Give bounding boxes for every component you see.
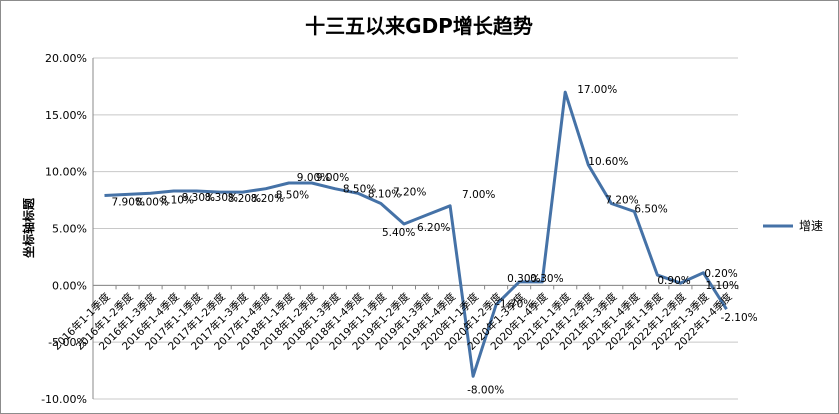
data-label: 1.10% [705,280,738,292]
data-label: 6.50% [634,203,667,215]
y-tick-label: -10.00% [41,393,87,406]
legend: 增速 [763,219,823,233]
data-label: 8.10% [161,194,194,206]
data-label: 17.00% [577,84,617,96]
data-label: 0.30% [530,273,563,285]
y-axis-title: 坐标轴标题 [21,197,36,258]
data-label: -8.00% [467,384,504,396]
data-label: 0.90% [657,275,690,287]
data-label: -2.10% [720,312,757,324]
axes [92,58,739,399]
data-label: 5.40% [382,227,415,239]
series-line-增速 [104,90,728,378]
data-label: 7.20% [393,186,426,198]
data-label: -1.70% [496,299,533,311]
data-label: 7.00% [462,189,495,201]
x-category-labels: 2016年1-1季度2016年1-2季度2016年1-3季度2016年1-4季度… [50,290,735,353]
data-label: 0.20% [704,268,737,280]
data-label: 8.50% [343,184,376,196]
data-labels: 7.90%8.00%8.10%8.30%8.30%8.20%8.20%8.50%… [112,84,758,396]
data-label: 8.10% [368,188,401,200]
y-tick-label: 0.00% [52,279,87,292]
legend-label: 增速 [799,219,823,233]
data-label: 9.00% [316,172,349,184]
data-label: 8.20% [228,193,261,205]
data-label: 7.90% [112,197,145,209]
data-label: 7.20% [605,194,638,206]
data-label: 0.30% [507,273,540,285]
y-tick-label: -5.00% [48,336,87,349]
series-group [104,90,728,378]
data-label: 10.60% [588,156,628,168]
data-label: 8.50% [276,190,309,202]
data-label: 8.30% [205,192,238,204]
data-label: 8.30% [182,192,215,204]
data-label: 8.20% [251,193,284,205]
data-label: 6.20% [417,222,450,234]
y-tick-label: 5.00% [52,223,87,236]
y-tick-labels: 20.00% 15.00% 10.00% 5.00% 0.00% -5.00% -10.00… [41,52,87,406]
data-label: 9.00% [297,172,330,184]
data-label: 8.00% [136,196,169,208]
y-tick-label: 15.00% [45,109,87,122]
chart-title: 十三五以来GDP增长趋势 [305,14,533,38]
y-tick-label: 20.00% [45,52,87,65]
y-tick-label: 10.00% [45,166,87,179]
